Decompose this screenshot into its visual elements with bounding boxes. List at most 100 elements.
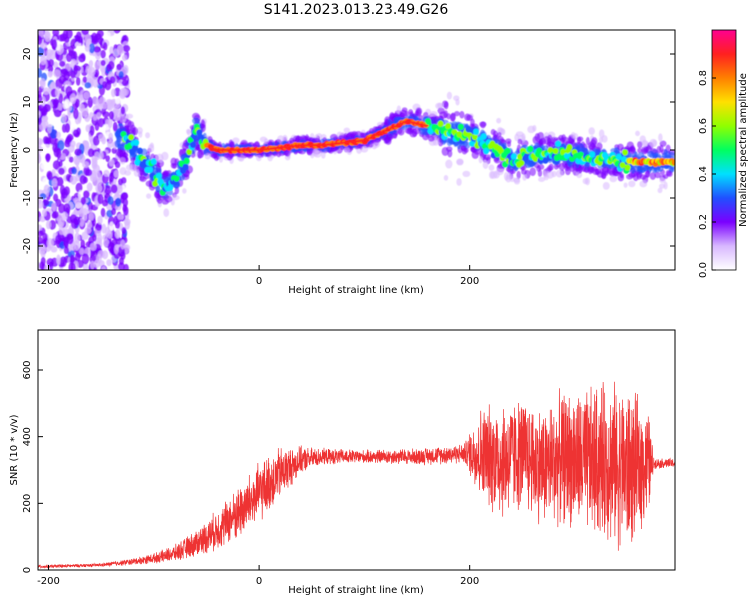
spectrogram-cell [399,109,408,118]
spectrogram-cell [77,35,84,44]
spectrogram-cell [122,198,129,207]
spectrogram-cell [38,94,43,104]
spectrogram-y-tick-label: -10 [22,190,33,206]
spectrogram-cell [509,176,515,183]
spectrogram-cell [172,163,177,169]
spectrogram-cell [86,182,93,192]
spectrogram-peak-cell [241,148,246,152]
spectrogram-cell [124,220,130,230]
spectrogram-cell [572,161,577,169]
spectrogram-cell [38,137,42,145]
spectrogram-cell [69,93,77,104]
spectrogram-cell [38,230,44,237]
spectrogram-cell [104,184,112,195]
spectrogram-cell [118,262,125,270]
spectrogram-cell [329,147,338,153]
spectrogram-cell [115,148,124,157]
spectrogram-ridge-cell [527,145,534,153]
spectrogram-x-tick-label: 200 [460,276,479,287]
spectrogram-cell [232,137,240,144]
spectrogram-cell [558,162,565,172]
spectrogram-ridge-cell [552,147,559,155]
spectrogram-cell [97,250,105,259]
snr-x-tick-label: -200 [37,576,60,587]
spectrogram-cell [513,177,521,183]
spectrogram-cell [42,199,50,206]
spectrogram-cell [53,97,59,109]
spectrogram-cell [121,227,127,235]
spectrogram-cell [460,145,466,151]
spectrogram-cell [100,207,106,218]
spectrogram-cell [588,127,595,135]
spectrogram-cell [58,217,65,228]
spectrogram-cell [121,192,129,201]
spectrogram-cell [529,167,536,176]
spectrogram-cell [47,70,53,78]
spectrogram-cell [103,169,110,177]
spectrogram-cell [91,38,99,45]
spectrogram-cell [68,262,74,270]
spectrogram-cell [601,173,607,180]
spectrogram-cell [114,229,121,239]
spectrogram-cell [46,49,54,57]
spectrogram-peak-cell [297,144,303,147]
spectrogram-cell [97,233,103,244]
spectrogram-cell [120,239,126,250]
spectrogram-cell [313,150,322,158]
spectrogram-peak-cell [373,134,379,137]
spectrogram-cell [105,155,110,163]
spectrogram-cell [163,208,170,217]
spectrogram-cell [45,153,51,163]
spectrogram-cell [147,144,155,153]
spectrogram-panel: -200 0 200 -20 -10 0 10 20 Height of straight l… [9,29,676,296]
spectrogram-ridge-cell [465,125,472,133]
spectrogram-y-tick-label: 0 [22,147,33,153]
spectrogram-cell [47,123,53,134]
spectrogram-cell [73,197,81,205]
spectrogram-ridge-cell [183,157,190,165]
spectrogram-cell [102,111,110,118]
spectrogram-cell [82,190,90,199]
spectrogram-cell [343,147,351,153]
spectrogram-cell [68,156,74,163]
spectrogram-cell [118,178,124,186]
spectrogram-cell [490,129,496,136]
spectrogram-cell [85,124,91,133]
spectrogram-cell [55,86,61,98]
spectrogram-cell [69,175,78,185]
colorbar-tick-label: 0.6 [698,118,709,134]
spectrogram-cell [91,157,98,168]
spectrogram-cell [107,117,113,129]
spectrogram-cell [174,186,180,195]
spectrogram-ridge-cell [457,123,464,131]
spectrogram-cell [38,146,44,153]
spectrogram-y-tick-label: -20 [22,238,33,254]
snr-y-tick-label: 0 [22,567,33,573]
spectrogram-ridge-cell [615,153,622,161]
spectrogram-cell [145,132,151,139]
spectrogram-cell [456,178,462,186]
spectrogram-cell [102,80,108,89]
spectrogram-cell [598,129,605,139]
spectrogram-cell [652,139,657,147]
spectrogram-cell [71,167,77,175]
spectrogram-cell [64,36,70,43]
colorbar-tick-label: 0.2 [698,214,709,230]
spectrogram-cell [115,237,122,245]
spectrogram-cell [619,172,624,179]
spectrogram-cell [84,114,91,123]
spectrogram-cell [538,176,546,182]
spectrogram-cell [57,34,65,42]
spectrogram-cell [462,170,471,177]
spectrogram-cell [87,96,93,108]
spectrogram-cell [85,168,93,177]
spectrogram-cell [505,138,512,144]
spectrogram-cell [38,110,41,118]
spectrogram-cell [46,238,54,249]
spectrogram-cell [51,39,58,50]
spectrogram-cell [116,45,124,56]
spectrogram-cell [92,177,99,187]
snr-y-axis-label: SNR (10 * v/v) [9,414,20,485]
spectrogram-cell [84,44,91,52]
spectrogram-cell [82,161,90,169]
